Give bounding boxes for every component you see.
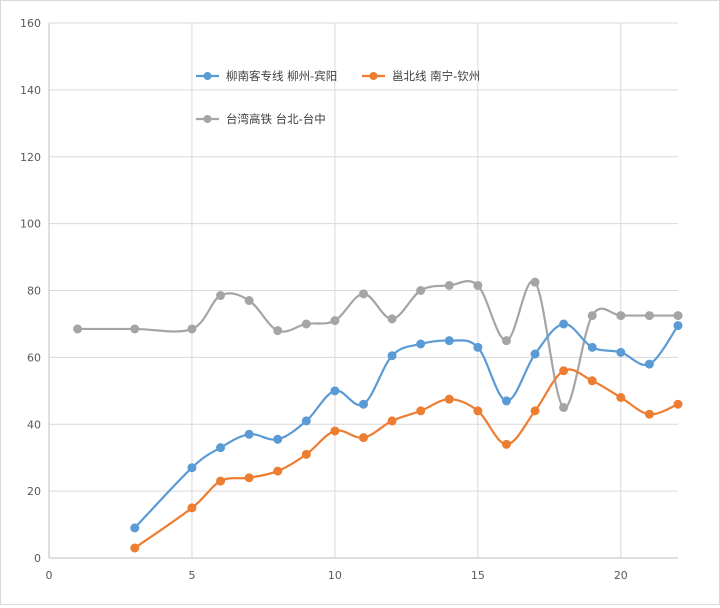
data-point bbox=[416, 406, 426, 416]
series-layer bbox=[73, 277, 683, 553]
series-line bbox=[133, 322, 679, 529]
legend-label: 邕北线 南宁-钦州 bbox=[392, 69, 480, 83]
data-point bbox=[473, 406, 483, 416]
data-point bbox=[216, 291, 226, 301]
data-point bbox=[273, 434, 283, 444]
data-point bbox=[644, 311, 654, 321]
data-point bbox=[530, 349, 540, 359]
data-point bbox=[473, 342, 483, 352]
data-point bbox=[187, 324, 197, 334]
data-point bbox=[130, 523, 140, 533]
data-point bbox=[616, 347, 626, 357]
data-point bbox=[616, 393, 626, 402]
data-point bbox=[587, 342, 597, 352]
series-0 bbox=[130, 319, 683, 533]
data-point bbox=[559, 366, 569, 376]
x-tick-label: 10 bbox=[328, 569, 342, 582]
legend-item: 台湾高铁 台北-台中 bbox=[196, 112, 326, 126]
data-point bbox=[559, 319, 569, 329]
legend-label: 台湾高铁 台北-台中 bbox=[226, 112, 326, 126]
data-point bbox=[644, 409, 654, 419]
x-tick-label: 20 bbox=[614, 569, 628, 582]
y-tick-label: 0 bbox=[34, 552, 41, 565]
data-point bbox=[73, 324, 83, 334]
data-point bbox=[444, 336, 454, 346]
data-point bbox=[330, 426, 340, 436]
y-tick-label: 100 bbox=[20, 218, 41, 231]
data-point bbox=[387, 314, 397, 324]
series-2 bbox=[73, 277, 683, 413]
y-tick-label: 40 bbox=[27, 418, 41, 431]
y-tick-label: 20 bbox=[27, 485, 41, 498]
legend-marker bbox=[203, 72, 212, 80]
data-point bbox=[530, 406, 540, 416]
series-1 bbox=[130, 366, 683, 553]
y-tick-label: 80 bbox=[27, 285, 41, 298]
data-point bbox=[359, 399, 368, 409]
data-point bbox=[216, 443, 226, 453]
legend-marker bbox=[203, 115, 212, 123]
axes: 0 20 40 60 80 100 120 140 160 0 5 10 15 20 bbox=[20, 17, 678, 582]
data-point bbox=[501, 439, 511, 449]
data-point bbox=[187, 503, 197, 513]
legend-item: 邕北线 南宁-钦州 bbox=[362, 69, 480, 83]
data-point bbox=[359, 289, 368, 299]
series-line bbox=[134, 368, 679, 549]
data-point bbox=[130, 543, 140, 553]
data-point bbox=[330, 316, 340, 326]
x-tick-label: 5 bbox=[188, 569, 195, 582]
data-point bbox=[130, 324, 140, 334]
data-point bbox=[501, 336, 511, 346]
data-point bbox=[273, 466, 283, 476]
data-point bbox=[673, 321, 683, 331]
legend-label: 柳南客专线 柳州-宾阳 bbox=[226, 69, 337, 83]
data-point bbox=[444, 280, 454, 290]
y-tick-label: 140 bbox=[20, 84, 41, 97]
data-point bbox=[473, 280, 483, 290]
data-point bbox=[216, 476, 226, 486]
data-point bbox=[559, 403, 569, 413]
data-point bbox=[244, 429, 254, 439]
y-tick-label: 160 bbox=[20, 17, 41, 30]
data-point bbox=[244, 296, 254, 306]
data-point bbox=[301, 416, 311, 426]
x-tick-label: 0 bbox=[46, 569, 53, 582]
data-point bbox=[644, 359, 654, 369]
data-point bbox=[416, 286, 426, 295]
data-point bbox=[587, 376, 597, 386]
data-point bbox=[301, 319, 311, 329]
data-point bbox=[587, 311, 597, 321]
data-point bbox=[416, 339, 426, 349]
data-point bbox=[301, 449, 311, 459]
x-tick-label: 15 bbox=[471, 569, 485, 582]
data-point bbox=[616, 311, 626, 321]
data-point bbox=[530, 277, 540, 287]
data-point bbox=[387, 351, 397, 361]
y-tick-label: 120 bbox=[20, 151, 41, 164]
data-point bbox=[359, 433, 368, 443]
data-point bbox=[673, 311, 683, 321]
data-point bbox=[273, 326, 283, 336]
legend-marker bbox=[369, 72, 378, 80]
legend-item: 柳南客专线 柳州-宾阳 bbox=[196, 69, 337, 83]
data-point bbox=[444, 394, 454, 404]
data-point bbox=[244, 473, 254, 483]
data-point bbox=[387, 416, 397, 426]
y-tick-label: 60 bbox=[27, 351, 41, 364]
data-point bbox=[501, 396, 511, 406]
data-point bbox=[330, 386, 340, 396]
data-point bbox=[187, 463, 197, 473]
data-point bbox=[673, 399, 683, 409]
